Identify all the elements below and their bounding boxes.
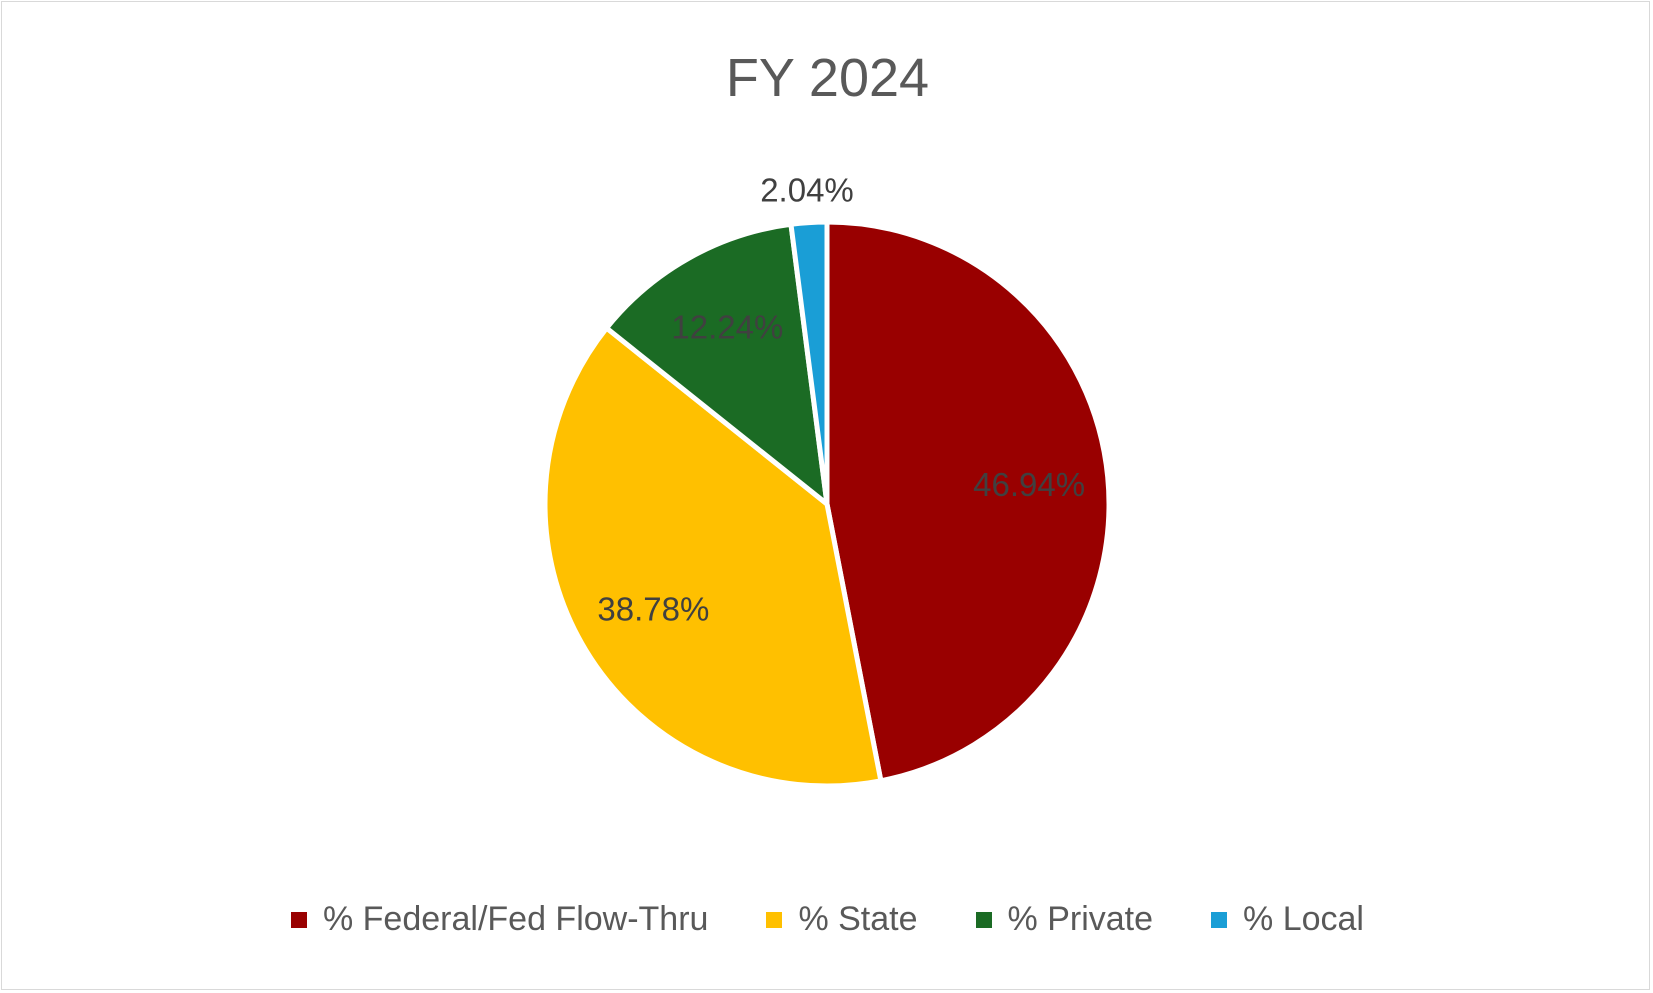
data-label-federal: 46.94%: [973, 466, 1085, 503]
legend-label-state: % State: [798, 900, 918, 938]
data-label-private: 12.24%: [671, 309, 783, 346]
legend-label-local: % Local: [1243, 900, 1364, 938]
legend-swatch-state: [766, 911, 783, 928]
legend-label-private: % Private: [1007, 900, 1154, 938]
legend-swatch-private: [975, 911, 992, 928]
legend-item-federal: % Federal/Fed Flow-Thru: [290, 900, 709, 939]
legend-item-state: % State: [766, 900, 918, 939]
legend: % Federal/Fed Flow-Thru % State % Privat…: [2, 900, 1653, 939]
legend-swatch-federal: [290, 911, 307, 928]
legend-item-private: % Private: [975, 900, 1154, 939]
pie-slice-state: [542, 325, 884, 789]
pie-slice-local: [788, 219, 830, 507]
pie-slice-private: [604, 221, 830, 507]
legend-swatch-local: [1211, 911, 1228, 928]
data-label-local: 2.04%: [760, 172, 854, 209]
data-label-state: 38.78%: [597, 591, 709, 628]
pie-slice-federal: [824, 219, 1112, 784]
legend-item-local: % Local: [1211, 900, 1364, 939]
legend-label-federal: % Federal/Fed Flow-Thru: [322, 900, 709, 938]
chart-title: FY 2024: [725, 48, 930, 108]
